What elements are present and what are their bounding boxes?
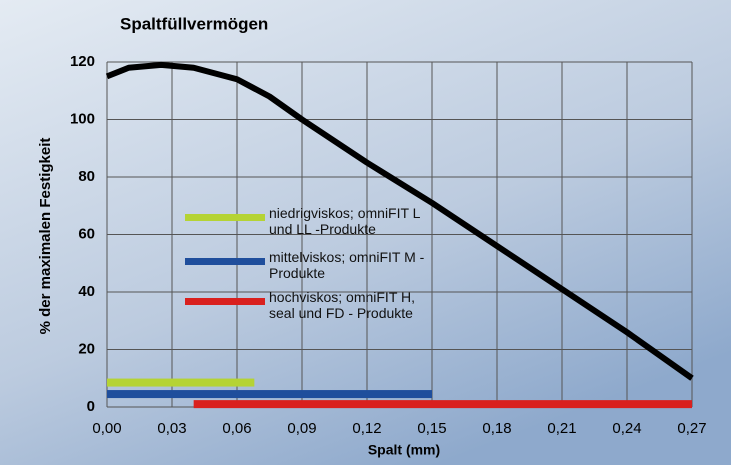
x-tick-label: 0,21 [547,420,576,437]
y-tick-label: 120 [70,53,95,70]
legend-item: hochviskos; omniFIT H, seal und FD - Pro… [185,289,425,321]
range-bar [107,378,255,387]
y-tick-label: 40 [78,283,95,300]
chart-title: Spaltfüllvermögen [120,14,268,33]
y-tick-label: 0 [87,398,95,415]
y-axis-label: % der maximalen Festigkeit [37,138,54,335]
y-tick-label: 80 [78,168,95,185]
y-tick-label: 100 [70,110,95,127]
y-tick-label: 60 [78,225,95,242]
x-tick-label: 0,06 [222,420,251,437]
x-axis-label: Spalt (mm) [368,442,440,458]
legend-swatch [185,214,265,221]
range-bar [193,400,692,409]
legend-swatch [185,258,265,265]
legend-label: mittelviskos; omniFIT M - Produkte [269,249,425,281]
x-tick-label: 0,00 [92,420,121,437]
legend-label: hochviskos; omniFIT H, seal und FD - Pro… [269,289,416,321]
legend-swatch [185,298,265,305]
x-tick-label: 0,24 [612,420,641,437]
x-tick-label: 0,18 [482,420,511,437]
x-tick-label: 0,27 [677,420,706,437]
x-tick-label: 0,15 [417,420,446,437]
legend-label: niedrigviskos; omniFIT L und LL -Produkt… [269,205,420,237]
x-tick-label: 0,12 [352,420,381,437]
x-tick-label: 0,09 [287,420,316,437]
curve [105,61,694,381]
legend-item: niedrigviskos; omniFIT L und LL -Produkt… [185,205,425,237]
x-tick-label: 0,03 [157,420,186,437]
legend-item: mittelviskos; omniFIT M - Produkte [185,249,425,281]
y-tick-label: 20 [78,340,95,357]
range-bar [107,390,432,399]
